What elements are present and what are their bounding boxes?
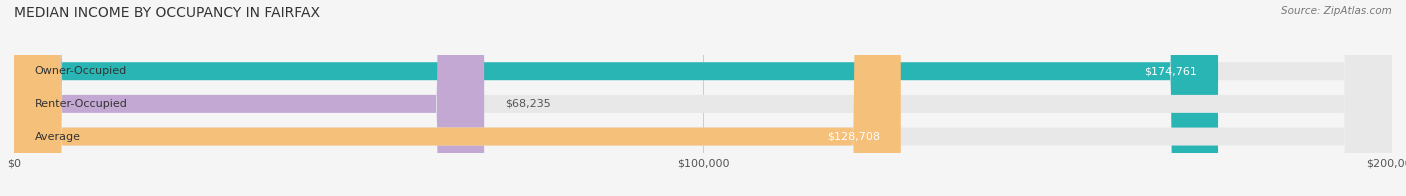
FancyBboxPatch shape xyxy=(14,0,1218,196)
Text: $68,235: $68,235 xyxy=(505,99,551,109)
Text: Owner-Occupied: Owner-Occupied xyxy=(35,66,127,76)
Text: Source: ZipAtlas.com: Source: ZipAtlas.com xyxy=(1281,6,1392,16)
FancyBboxPatch shape xyxy=(14,0,1392,196)
FancyBboxPatch shape xyxy=(14,0,484,196)
Text: Average: Average xyxy=(35,132,80,142)
Text: $128,708: $128,708 xyxy=(827,132,880,142)
FancyBboxPatch shape xyxy=(14,0,1392,196)
Text: $174,761: $174,761 xyxy=(1144,66,1198,76)
FancyBboxPatch shape xyxy=(14,0,1392,196)
Text: MEDIAN INCOME BY OCCUPANCY IN FAIRFAX: MEDIAN INCOME BY OCCUPANCY IN FAIRFAX xyxy=(14,6,321,20)
FancyBboxPatch shape xyxy=(14,0,901,196)
Text: Renter-Occupied: Renter-Occupied xyxy=(35,99,128,109)
